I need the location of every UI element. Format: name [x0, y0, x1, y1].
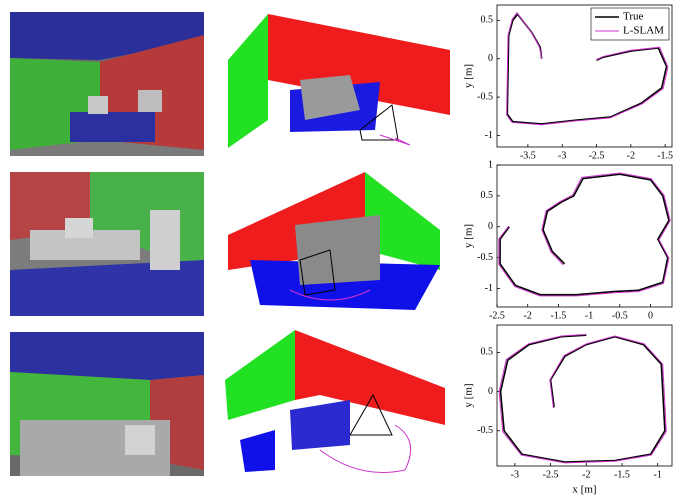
- x-tick-label: -1.5: [657, 150, 673, 161]
- y-axis-label: y [m]: [463, 64, 475, 88]
- y-axis-label: y [m]: [463, 224, 475, 248]
- x-tick-label: -0.5: [612, 310, 628, 321]
- legend-label: L-SLAM: [623, 25, 664, 37]
- y-tick-label: 0.5: [481, 15, 494, 26]
- trajectory-line: [499, 334, 666, 462]
- y-axis-label: y [m]: [463, 383, 475, 407]
- x-tick-label: -1.5: [614, 469, 630, 480]
- legend-label: True: [623, 11, 643, 23]
- plot-frame: [497, 165, 672, 307]
- x-tick-label: -2.5: [489, 310, 505, 321]
- x-tick-label: -1.5: [550, 310, 566, 321]
- camera-image: [10, 172, 204, 316]
- reconstruction-3d: [228, 14, 450, 148]
- figure: -3.5 -3 -2.5 -2 -1.5 -1 -0.5 0 0.5 y [m] True L-SLA…: [0, 0, 684, 497]
- y-tick-label: -1: [485, 130, 493, 141]
- trajectory-line: [500, 174, 669, 294]
- reconstruction-3d: [225, 330, 445, 473]
- x-axis-label: x [m]: [572, 484, 596, 496]
- x-tick-label: -3: [511, 469, 519, 480]
- camera-image: [10, 332, 204, 476]
- x-tick-label: -3: [558, 150, 566, 161]
- x-tick-label: -1: [654, 469, 662, 480]
- y-tick-label: -0.5: [477, 91, 493, 102]
- y-tick-label: 0: [488, 53, 493, 64]
- x-tick-label: -1: [585, 310, 593, 321]
- y-tick-label: -0.5: [477, 425, 493, 436]
- y-tick-label: 0.5: [481, 347, 494, 358]
- y-tick-label: -0.5: [477, 252, 493, 263]
- camera-image: [10, 12, 204, 156]
- x-tick-label: -2: [582, 469, 590, 480]
- reconstruction-3d: [228, 172, 440, 310]
- trajectory-line: [501, 335, 665, 462]
- x-tick-label: -2: [627, 150, 635, 161]
- x-tick-label: -3.5: [520, 150, 536, 161]
- y-tick-label: 0: [488, 386, 493, 397]
- x-tick-label: 0: [648, 310, 653, 321]
- y-tick-label: 0: [488, 221, 493, 232]
- y-tick-label: -1: [485, 283, 493, 294]
- y-tick-label: 0.5: [481, 190, 494, 201]
- x-tick-label: -2.5: [543, 469, 559, 480]
- x-tick-label: -2: [524, 310, 532, 321]
- y-tick-label: 1: [488, 159, 493, 170]
- trajectory-line: [499, 173, 670, 296]
- x-tick-label: -2.5: [589, 150, 605, 161]
